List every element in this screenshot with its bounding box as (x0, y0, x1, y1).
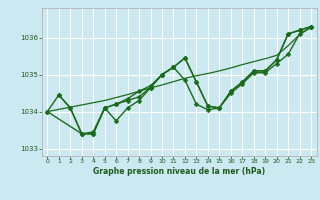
X-axis label: Graphe pression niveau de la mer (hPa): Graphe pression niveau de la mer (hPa) (93, 167, 265, 176)
